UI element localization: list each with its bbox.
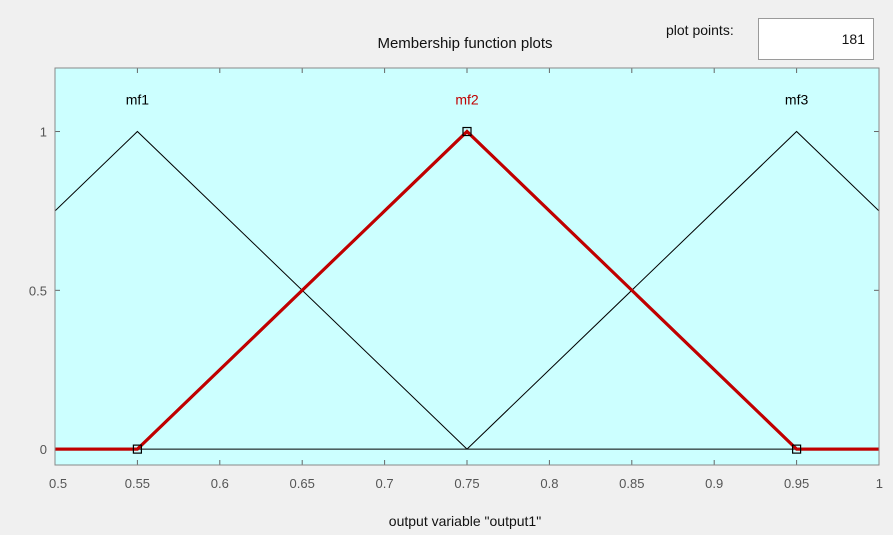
- x-tick-label: 0.9: [705, 476, 723, 491]
- plot-points-input[interactable]: [758, 18, 874, 60]
- x-tick-label: 0.95: [784, 476, 809, 491]
- x-tick-label: 0.5: [49, 476, 67, 491]
- x-axis-title: output variable "output1": [388, 513, 542, 529]
- mf-labels: mf1 mf2 mf3: [126, 92, 809, 108]
- x-tick-label: 0.55: [125, 476, 150, 491]
- x-tick-label: 0.85: [619, 476, 644, 491]
- mf-handle[interactable]: [791, 444, 802, 454]
- y-tick-label: 0: [40, 442, 47, 457]
- mf-label-mf2: mf2: [455, 92, 479, 108]
- mf-curve-mf2-top[interactable]: [55, 129, 879, 451]
- mf-curve-mf1[interactable]: [0, 130, 468, 450]
- plot-border: [54, 67, 880, 466]
- mf-handle[interactable]: [462, 126, 472, 137]
- y-tick-label: 1: [40, 125, 47, 140]
- x-tick-label: 0.65: [290, 476, 315, 491]
- plot-title: Membership function plots: [377, 35, 553, 52]
- mf-curve-mf3[interactable]: [466, 130, 893, 450]
- x-tick-label: 0.7: [376, 476, 394, 491]
- plot-area[interactable]: [55, 68, 879, 465]
- mf-handles[interactable]: [132, 126, 802, 454]
- plot-points-label: plot points:: [666, 22, 734, 38]
- x-tick-label: 0.6: [211, 476, 229, 491]
- mf-curves[interactable]: [0, 129, 893, 451]
- x-tick-label: 0.75: [454, 476, 479, 491]
- y-tick-label: 0.5: [29, 283, 47, 298]
- axis-ticks: 0.5 0.55 0.6 0.65 0.7 0.75 0.8 0.85 0.9 0.95 1 0 0.5…: [29, 68, 883, 491]
- x-tick-label: 1: [876, 476, 883, 491]
- mf-label-mf3: mf3: [785, 92, 809, 108]
- mf-handle[interactable]: [132, 444, 142, 454]
- mf-label-mf1: mf1: [126, 92, 150, 108]
- x-tick-label: 0.8: [540, 476, 558, 491]
